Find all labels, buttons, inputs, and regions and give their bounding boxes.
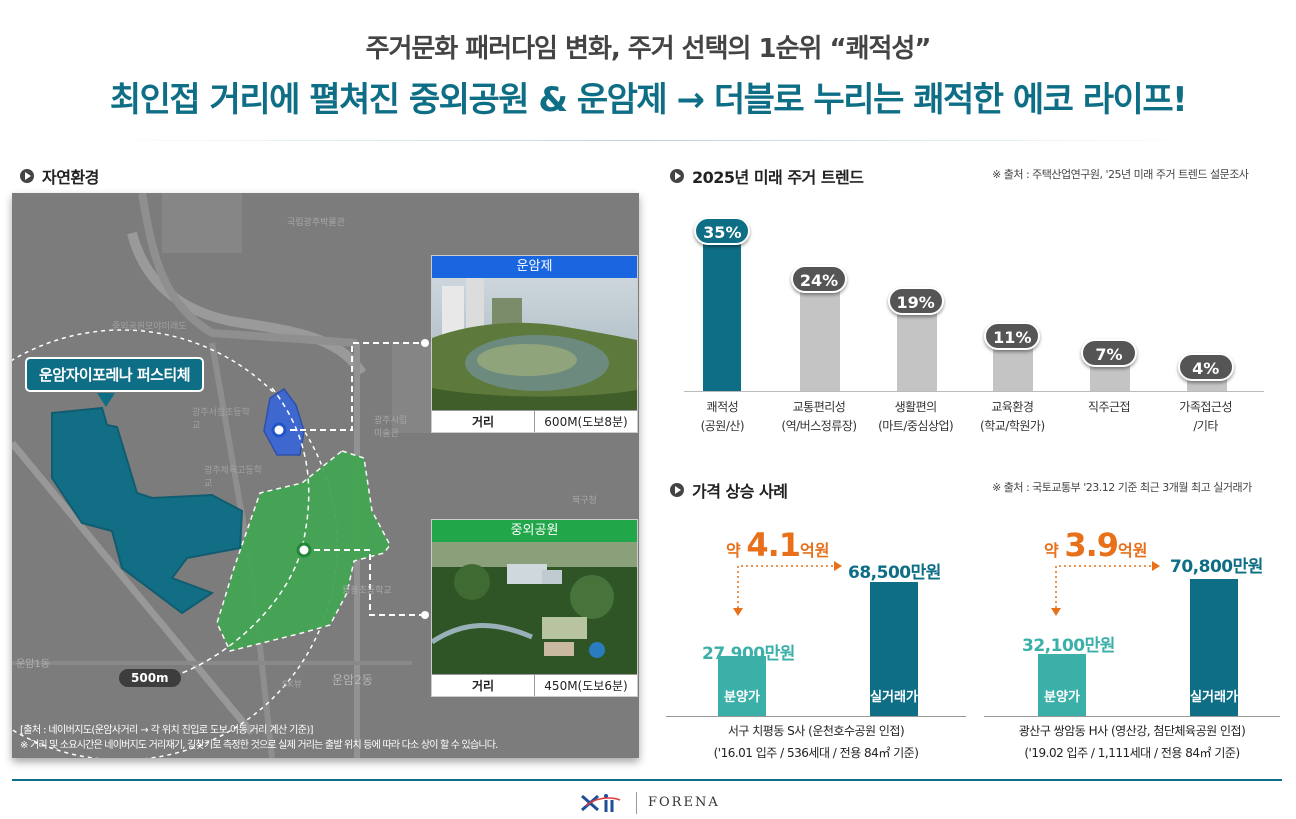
baseline: [984, 716, 1280, 717]
section-heading-label: 가격 상승 사례: [692, 482, 788, 501]
trend-value-label: 4%: [1177, 352, 1234, 381]
photo-distance-row: 거리 450M(도보6분): [432, 674, 637, 696]
map-label: 북구청: [572, 496, 597, 506]
map-label: SK뷰: [282, 680, 302, 690]
trend-bar: [703, 237, 742, 391]
xi-logo-icon: [581, 794, 621, 812]
play-bullet-icon: [20, 169, 34, 183]
section-heading-trend: 2025년 미래 주거 트렌드: [670, 164, 864, 188]
case-detail: ('19.02 입주 / 1,111세대 / 전용 84㎡ 기준): [1024, 746, 1240, 760]
section-heading-label: 2025년 미래 주거 트렌드: [692, 168, 864, 187]
case-detail: ('16.01 입주 / 536세대 / 전용 84㎡ 기준): [713, 746, 919, 760]
before-bar: 분양가: [1038, 654, 1086, 716]
trend-bar: [800, 286, 840, 391]
after-price: 70,800만원: [1170, 557, 1263, 577]
xi-logo: [580, 792, 624, 818]
trend-value-label: 7%: [1081, 339, 1137, 368]
after-price: 68,500만원: [848, 563, 941, 583]
radius-badge: 500m: [119, 669, 181, 687]
increase-value: 4.1: [746, 526, 801, 564]
map-label: 광주서림초등학교: [192, 408, 250, 431]
trend-category-label: 생활편의 (마트/중심상업): [878, 400, 954, 433]
distance-label: 거리: [432, 675, 535, 696]
increase-callout: 약 4.1억원: [726, 526, 829, 564]
price-case-2: 약 3.9억원 32,100만원 70,800만원 분양가 실거래가 광산구 쌍…: [984, 508, 1280, 768]
trend-bar: [993, 342, 1034, 391]
photo-card-jungoe-park[interactable]: 중외공원 거리 450M(도보6분): [431, 519, 638, 697]
after-bar: 실거래가: [1190, 579, 1238, 716]
trend-category-label: 가족접근성 /기타: [1179, 400, 1232, 433]
photo-distance-row: 거리 600M(도보8분): [432, 410, 637, 432]
page-title: 최인접 거리에 펼쳐진 중외공원 & 운암제 → 더블로 누리는 쾌적한 에코 …: [109, 80, 1188, 120]
case-name: 서구 치평동 S사 (운천호수공원 인접): [727, 724, 905, 738]
trend-value-label: 35%: [694, 216, 751, 245]
trend-category-label: 쾌적성 (공원/산): [700, 400, 745, 433]
page-subtitle: 주거문화 패러다임 변화, 주거 선택의 1순위 “쾌적성”: [365, 34, 932, 64]
increase-callout: 약 3.9억원: [1044, 526, 1147, 564]
photo-title: 운암제: [432, 256, 637, 278]
footer-divider: [12, 779, 1282, 781]
section-heading-nature: 자연환경: [20, 164, 99, 188]
map-label: 광주체육고등학교: [204, 466, 262, 489]
trend-category-label: 교통편리성 (역/버스정류장): [781, 400, 857, 433]
before-bar-label: 분양가: [1044, 690, 1080, 705]
increase-prefix: 약: [1044, 541, 1059, 560]
increase-arrow: [1051, 561, 1160, 616]
increase-unit: 억원: [800, 541, 830, 560]
map-label: 운암1동: [16, 659, 50, 670]
park-photo: [432, 542, 637, 674]
map-label: 광주시립미술관: [374, 416, 408, 439]
callout-pointer: [97, 393, 115, 407]
distance-value: 450M(도보6분): [544, 679, 628, 693]
case-name: 광산구 쌍암동 H사 (영산강, 첨단체육공원 인접): [1018, 724, 1246, 738]
after-bar: 실거래가: [870, 582, 918, 716]
trend-bar: [896, 307, 937, 391]
price-source: ※ 출처 : 국토교통부 '23.12 기준 최근 3개월 최고 실거래가: [992, 481, 1252, 494]
after-bar-label: 실거래가: [1190, 690, 1238, 705]
increase-prefix: 약: [726, 541, 741, 560]
map-disclaimer: ※ 거리 및 소요시간은 네이버지도 거리재기, 길찾기로 측정한 것으로 실제…: [20, 740, 498, 751]
trend-category-label: 직주근접: [1087, 400, 1131, 414]
site-callout: 운암자이포레나 퍼스티체: [25, 357, 205, 392]
play-bullet-icon: [670, 169, 684, 183]
distance-label: 거리: [432, 411, 535, 432]
trend-value-label: 24%: [791, 265, 847, 293]
trend-source: ※ 출처 : 주택산업연구원, '25년 미래 주거 트렌드 설문조사: [992, 168, 1249, 181]
section-heading-price: 가격 상승 사례: [670, 478, 788, 502]
photo-title: 중외공원: [432, 520, 637, 542]
trend-bar-chart: 35% 쾌적성 (공원/산) 24% 교통편리성 (역/버스정류장) 19% 생활편의 (…: [684, 200, 1264, 433]
map-label: 용봉초등학교: [342, 586, 392, 596]
header-divider: [100, 140, 1200, 141]
section-heading-label: 자연환경: [42, 168, 99, 187]
photo-card-unamje[interactable]: 운암제 거리 600M(도보8분): [431, 255, 638, 433]
site-callout-label: 운암자이포레나 퍼스티체: [39, 366, 191, 384]
increase-value: 3.9: [1064, 526, 1119, 564]
trend-value-label: 19%: [887, 286, 944, 315]
map-label: 국립광주박물관: [287, 218, 345, 228]
area-map[interactable]: 국립광주박물관 중외공원모야미래도 광주체육고등학교 광주서림초등학교 운암2동…: [12, 193, 639, 758]
forena-logo: FORENA: [648, 795, 720, 810]
price-case-1: 약 4.1억원 27,900만원 68,500만원 분양가 실거래가 서구 치평…: [666, 508, 966, 768]
map-label: 중외공원모야미래도: [112, 322, 187, 332]
before-bar-label: 분양가: [724, 690, 760, 705]
distance-value: 600M(도보8분): [544, 415, 628, 429]
trend-category-label: 교육환경 (학교/학원가): [980, 400, 1045, 433]
map-source-note: [출처 : 네이버지도(운암사거리 → 각 위치 진입로 도보 이동 거리 계산…: [20, 725, 314, 736]
after-bar-label: 실거래가: [870, 690, 918, 705]
pond-photo: [432, 278, 637, 410]
play-bullet-icon: [670, 483, 684, 497]
before-price: 32,100만원: [1022, 636, 1115, 656]
logo-divider: [636, 792, 637, 814]
baseline: [666, 716, 966, 717]
trend-value-label: 11%: [984, 321, 1041, 350]
map-label: 운암2동: [332, 673, 373, 687]
before-bar: 분양가: [718, 656, 766, 716]
increase-unit: 억원: [1118, 541, 1148, 560]
increase-arrow: [733, 561, 842, 616]
